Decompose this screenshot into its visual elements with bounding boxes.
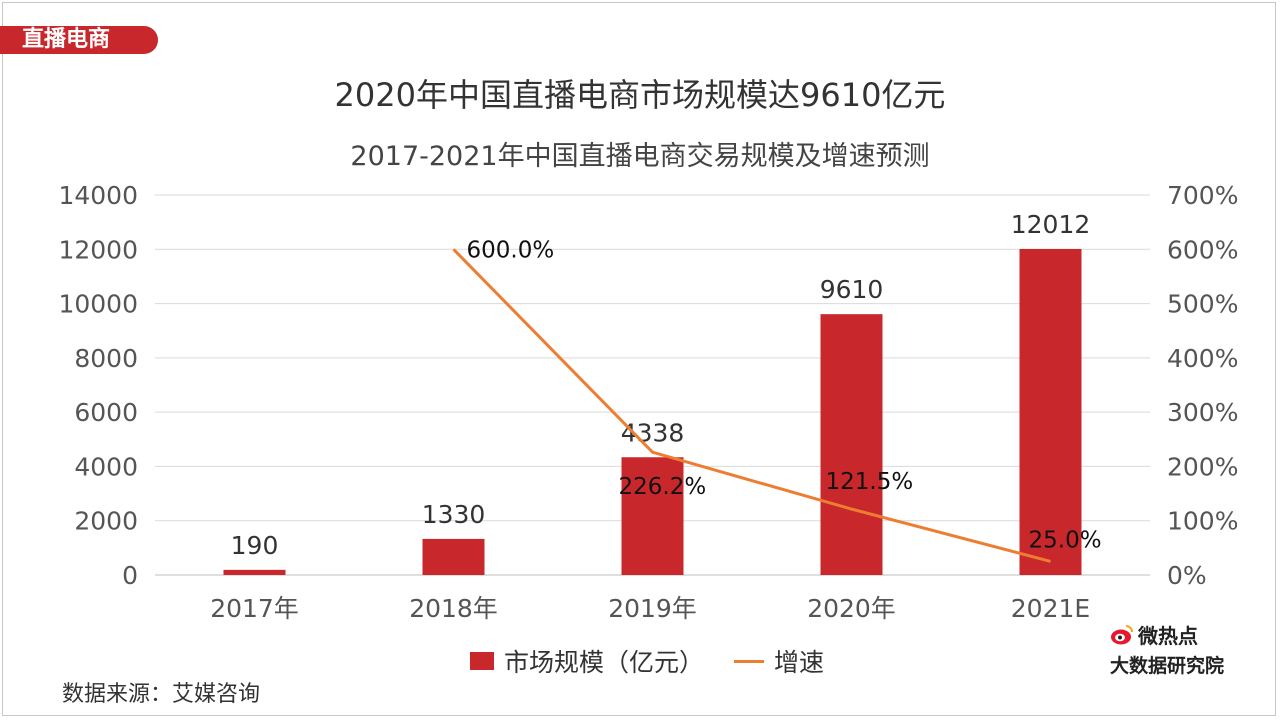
left-axis-tick-label: 2000 xyxy=(74,507,138,536)
right-axis-tick-label: 300% xyxy=(1167,398,1238,427)
left-axis-tick-label: 10000 xyxy=(58,290,138,319)
left-axis-tick-label: 8000 xyxy=(74,344,138,373)
bar-data-label: 1330 xyxy=(422,500,486,529)
legend-line-swatch xyxy=(734,659,765,663)
bar xyxy=(223,569,286,575)
left-axis-tick-label: 4000 xyxy=(74,452,138,481)
right-axis-tick-label: 400% xyxy=(1167,344,1238,373)
left-axis-tick-label: 14000 xyxy=(58,181,138,210)
right-axis-tick-label: 700% xyxy=(1167,181,1238,210)
weibo-eye-icon xyxy=(1111,624,1133,644)
x-axis-tick-label: 2019年 xyxy=(608,594,697,623)
growth-line xyxy=(452,248,1051,563)
left-axis-tick-label: 12000 xyxy=(58,235,138,264)
growth-data-label: 600.0% xyxy=(467,237,555,263)
bar xyxy=(422,538,485,575)
chart-subtitle: 2017-2021年中国直播电商交易规模及增速预测 xyxy=(350,141,930,172)
brand-line1: 微热点 xyxy=(1138,624,1198,648)
x-axis-tick-label: 2017年 xyxy=(210,594,299,623)
bar-data-label: 12012 xyxy=(1011,210,1091,239)
brand-logo: 微热点 大数据研究院 xyxy=(1110,620,1240,678)
data-source: 数据来源：艾媒咨询 xyxy=(62,682,261,707)
left-axis-tick-label: 6000 xyxy=(74,398,138,427)
legend-bar-label: 市场规模（亿元） xyxy=(504,648,705,677)
x-axis-tick-label: 2021E xyxy=(1011,594,1090,623)
x-axis-tick-label: 2020年 xyxy=(807,594,896,623)
bar-data-label: 4338 xyxy=(621,418,685,447)
x-axis-tick-label: 2018年 xyxy=(409,594,498,623)
bar xyxy=(1019,248,1082,575)
right-axis-tick-label: 100% xyxy=(1167,507,1238,536)
legend-line-label: 增速 xyxy=(774,648,825,677)
legend: 市场规模（亿元） 增速 xyxy=(470,645,824,677)
right-axis-tick-label: 0% xyxy=(1167,561,1207,590)
brand-line2: 大数据研究院 xyxy=(1110,655,1225,677)
bar-data-label: 190 xyxy=(231,531,279,560)
bar xyxy=(621,457,684,575)
growth-data-label: 25.0% xyxy=(1029,527,1102,553)
bar xyxy=(820,314,883,575)
left-axis-tick-label: 0 xyxy=(122,561,138,590)
growth-data-label: 226.2% xyxy=(619,474,707,500)
section-tag: 直播电商 xyxy=(0,26,158,54)
right-axis-tick-label: 600% xyxy=(1167,235,1238,264)
growth-data-label: 121.5% xyxy=(826,469,914,495)
right-axis-tick-label: 200% xyxy=(1167,452,1238,481)
bar-data-label: 9610 xyxy=(820,275,884,304)
legend-bar-swatch xyxy=(470,652,494,670)
chart-title: 2020年中国直播电商市场规模达9610亿元 xyxy=(334,76,946,114)
right-axis-tick-label: 500% xyxy=(1167,290,1238,319)
